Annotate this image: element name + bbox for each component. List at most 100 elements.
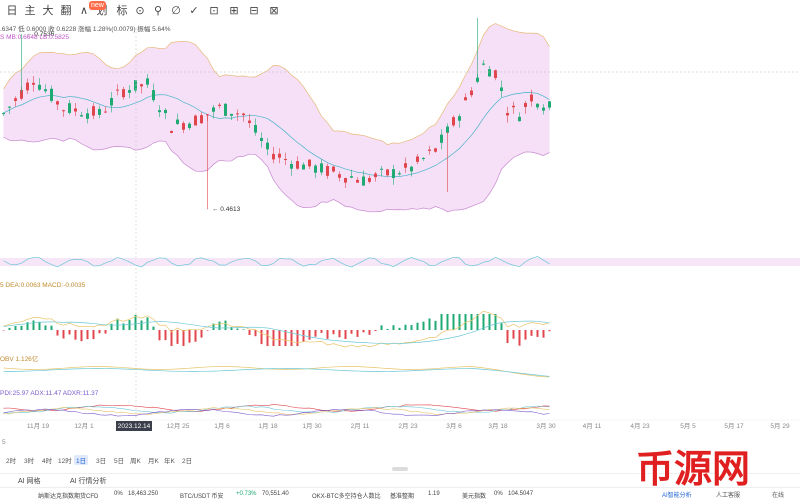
period-selector: 2时 3时 4时 12时 1日 3日 5日 周K 月K 年K 2日 xyxy=(0,453,800,467)
measure-icon[interactable]: ∅ xyxy=(171,5,181,17)
macd-bar xyxy=(44,325,47,330)
macd-bar xyxy=(410,325,413,330)
macd-bar xyxy=(80,330,83,342)
osc-band xyxy=(0,258,800,266)
large-icon[interactable]: 大 xyxy=(42,5,54,17)
period-0[interactable]: 2时 xyxy=(6,458,17,465)
pdi-line xyxy=(3,404,550,412)
macd-bar xyxy=(2,330,5,331)
adx-line xyxy=(3,405,550,414)
macd-bar xyxy=(212,323,215,330)
period-9[interactable]: 年K xyxy=(164,458,175,465)
candle-body xyxy=(2,113,5,115)
period-5[interactable]: 3日 xyxy=(96,458,107,465)
ticker-dxy-name[interactable]: 美元指数 xyxy=(462,494,487,500)
candle-body xyxy=(14,98,17,101)
macd-bar xyxy=(128,320,131,330)
candle-body xyxy=(32,82,35,85)
macd-bar xyxy=(320,330,323,333)
boll-lower-line xyxy=(3,136,550,213)
left-axis-tag: 5 xyxy=(2,439,6,446)
candle-body xyxy=(290,163,293,169)
candle-body xyxy=(416,156,419,162)
candle-body xyxy=(260,137,263,142)
macd-bar xyxy=(380,325,383,330)
macd-bar xyxy=(314,330,317,337)
ticker-dxy-value: 104.5047 xyxy=(508,491,534,497)
ticker-btc-change: +0.73% xyxy=(236,491,257,497)
candle-body xyxy=(164,109,167,114)
boll-upper-line xyxy=(3,23,550,145)
ticker-okx-name[interactable]: OKX-BTC多空持仓人数比 xyxy=(312,494,381,500)
candle-body xyxy=(338,174,341,178)
macd-bar xyxy=(476,314,479,330)
macd-bar xyxy=(470,314,473,330)
macd-bar xyxy=(110,323,113,330)
mark-icon[interactable]: 标 xyxy=(116,5,128,17)
candle-body xyxy=(62,110,65,112)
candle-body xyxy=(236,113,239,115)
candle-body xyxy=(194,115,197,126)
period-4[interactable]: 1日 xyxy=(74,455,89,465)
candle-body xyxy=(284,158,287,160)
candle-body xyxy=(308,159,311,167)
candle-body xyxy=(320,163,323,173)
period-2[interactable]: 4时 xyxy=(42,458,53,465)
macd-bar xyxy=(92,330,95,340)
tab-ai-analysis[interactable]: AI 行情分析 xyxy=(70,478,107,485)
period-7[interactable]: 周K xyxy=(130,458,141,465)
macd-bar xyxy=(170,330,173,346)
brush-icon[interactable]: ⊙ xyxy=(135,5,145,17)
panel-resize-handle[interactable] xyxy=(392,467,408,471)
x-tick-label: 12月 25 xyxy=(167,422,190,430)
trend-icon[interactable]: 翻 xyxy=(60,5,72,17)
candle-body xyxy=(68,103,71,113)
eye-icon[interactable]: ⊞ xyxy=(229,5,239,17)
price-chart[interactable]: ← 0.7536 ← 0.4613 11月 19 12月 1 2023.12.14 12… xyxy=(0,0,800,453)
day-icon[interactable]: 日 xyxy=(6,5,18,17)
ticker-btc-name[interactable]: BTC/USDT 币安 xyxy=(180,494,224,500)
macd-bar xyxy=(206,330,209,331)
x-tick-label: 5月 29 xyxy=(770,422,790,430)
macd-bar xyxy=(266,330,269,346)
trash-icon[interactable]: ⊠ xyxy=(269,5,279,17)
tab-ai-grid[interactable]: AI 网格 xyxy=(18,478,41,485)
candle-body xyxy=(80,115,83,117)
macd-bar xyxy=(56,330,59,336)
macd-bar xyxy=(392,325,395,330)
candle-body xyxy=(248,120,251,124)
macd-bar xyxy=(482,314,485,330)
text-icon[interactable]: ⚲ xyxy=(153,5,163,17)
ai-analysis-button[interactable]: AI智能分析 xyxy=(662,493,692,499)
ticker-nasdaq-name[interactable]: 纳斯达克指数期货CFD xyxy=(38,494,99,500)
candle-body xyxy=(92,106,95,116)
pen-icon[interactable]: ∧ xyxy=(79,5,89,17)
macd-bar xyxy=(62,330,65,339)
period-3[interactable]: 12时 xyxy=(58,458,72,465)
candle-body xyxy=(272,153,275,160)
macd-bar xyxy=(74,330,77,340)
obv-line xyxy=(3,366,550,378)
candle-body xyxy=(476,77,479,82)
macd-info: 5 DEA:0.0063 MACD:-0.0035 xyxy=(0,282,86,289)
candle-body xyxy=(446,126,449,133)
macd-bar xyxy=(98,330,101,334)
period-1[interactable]: 3时 xyxy=(24,458,35,465)
lock-icon[interactable]: ⊡ xyxy=(209,5,219,17)
period-10[interactable]: 2日 xyxy=(182,458,193,465)
candle-body xyxy=(362,176,365,186)
line-icon[interactable]: 划 xyxy=(96,5,108,17)
candle-body xyxy=(134,80,137,91)
macd-bar xyxy=(458,314,461,330)
online-button[interactable]: 在线 xyxy=(772,493,785,499)
customer-service-button[interactable]: 人工客服 xyxy=(716,493,741,499)
period-6[interactable]: 5日 xyxy=(114,458,125,465)
candle-body xyxy=(254,124,257,133)
candle-body xyxy=(140,84,143,87)
layers-icon[interactable]: ⊟ xyxy=(249,5,259,17)
candle-body xyxy=(188,123,191,129)
main-icon[interactable]: 主 xyxy=(24,5,36,17)
macd-bar xyxy=(440,314,443,330)
magnet-icon[interactable]: ✓ xyxy=(189,5,199,17)
period-8[interactable]: 月K xyxy=(148,458,159,465)
